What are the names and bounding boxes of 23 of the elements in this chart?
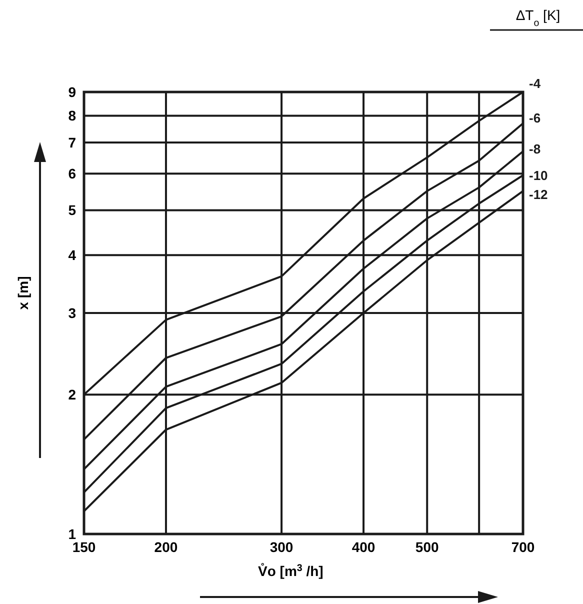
- y-tick-label: 7: [68, 134, 76, 151]
- y-tick-label: 6: [68, 166, 76, 182]
- series-label: -12: [529, 187, 548, 202]
- y-tick-label: 9: [68, 84, 76, 100]
- series-label: -10: [529, 168, 548, 184]
- series-label: -8: [529, 141, 541, 156]
- legend-title: ΔT$_{o}$ [K]: [516, 7, 560, 28]
- y-tick-label: 4: [68, 247, 76, 264]
- y-tick-label: 1: [68, 526, 76, 542]
- x-tick-label: 700: [511, 539, 535, 555]
- x-tick-label: 300: [270, 539, 294, 555]
- y-axis-title: x [m]: [15, 276, 31, 310]
- y-tick-label: 3: [68, 305, 76, 321]
- x-tick-label: 400: [352, 539, 376, 555]
- y-tick-label: 2: [68, 386, 76, 403]
- x-tick-label: 200: [154, 539, 178, 555]
- x-tick-label: 500: [415, 539, 440, 555]
- x-axis-title: V̊o [m$^{3}$ /h]: [258, 562, 324, 579]
- x-tick-label: 150: [72, 539, 96, 555]
- series-label: -4: [529, 76, 542, 91]
- y-tick-label: 5: [68, 202, 76, 218]
- series-label: -6: [529, 110, 541, 126]
- y-tick-label: 8: [68, 108, 76, 124]
